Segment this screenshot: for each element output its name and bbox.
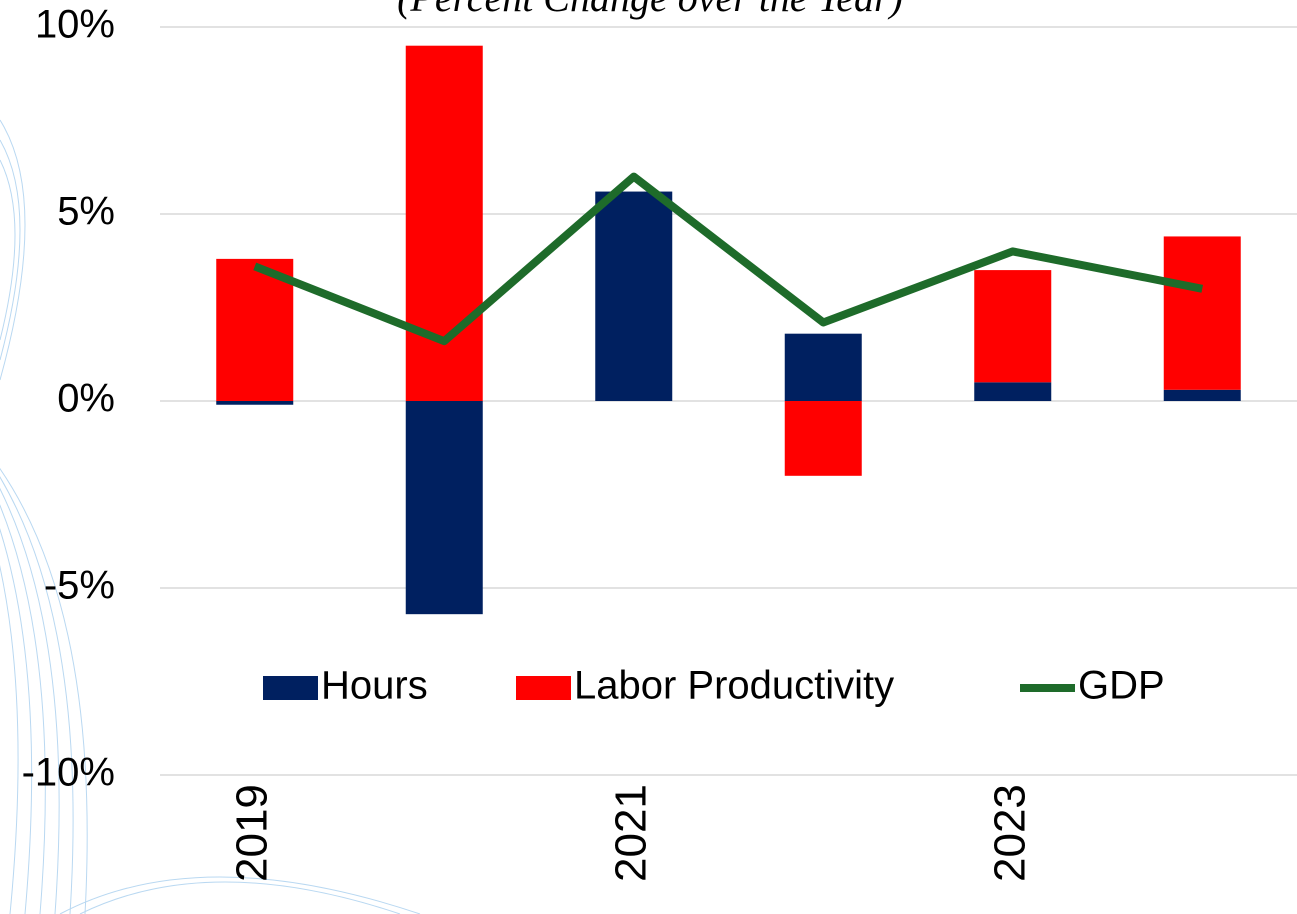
bar (784, 333, 862, 401)
bar (405, 401, 483, 615)
y-tick-label: -10% (22, 751, 115, 795)
bar (405, 45, 483, 401)
y-tick-label: 0% (57, 377, 115, 421)
bar (974, 270, 1052, 383)
bar (974, 382, 1052, 401)
legend-label: Hours (321, 664, 428, 708)
y-tick-label: -5% (44, 564, 115, 608)
legend-swatch (516, 676, 571, 700)
bar (216, 258, 294, 401)
bar (1163, 236, 1241, 390)
bar (595, 191, 673, 401)
x-tick-label: 2023 (985, 784, 1034, 882)
legend-label: GDP (1078, 664, 1165, 708)
legend-label: Labor Productivity (574, 664, 894, 708)
legend-swatch (263, 676, 318, 700)
y-tick-label: 5% (57, 190, 115, 234)
bar (784, 401, 862, 476)
line (253, 172, 1204, 346)
y-tick-label: 10% (35, 3, 115, 47)
bar (216, 401, 294, 405)
x-tick-label: 2021 (606, 784, 655, 882)
bar (1163, 389, 1241, 401)
x-tick-label: 2019 (227, 784, 276, 882)
background-swirl (0, 119, 421, 914)
chart-subtitle: (Percent Change over the Year) (397, 0, 903, 20)
